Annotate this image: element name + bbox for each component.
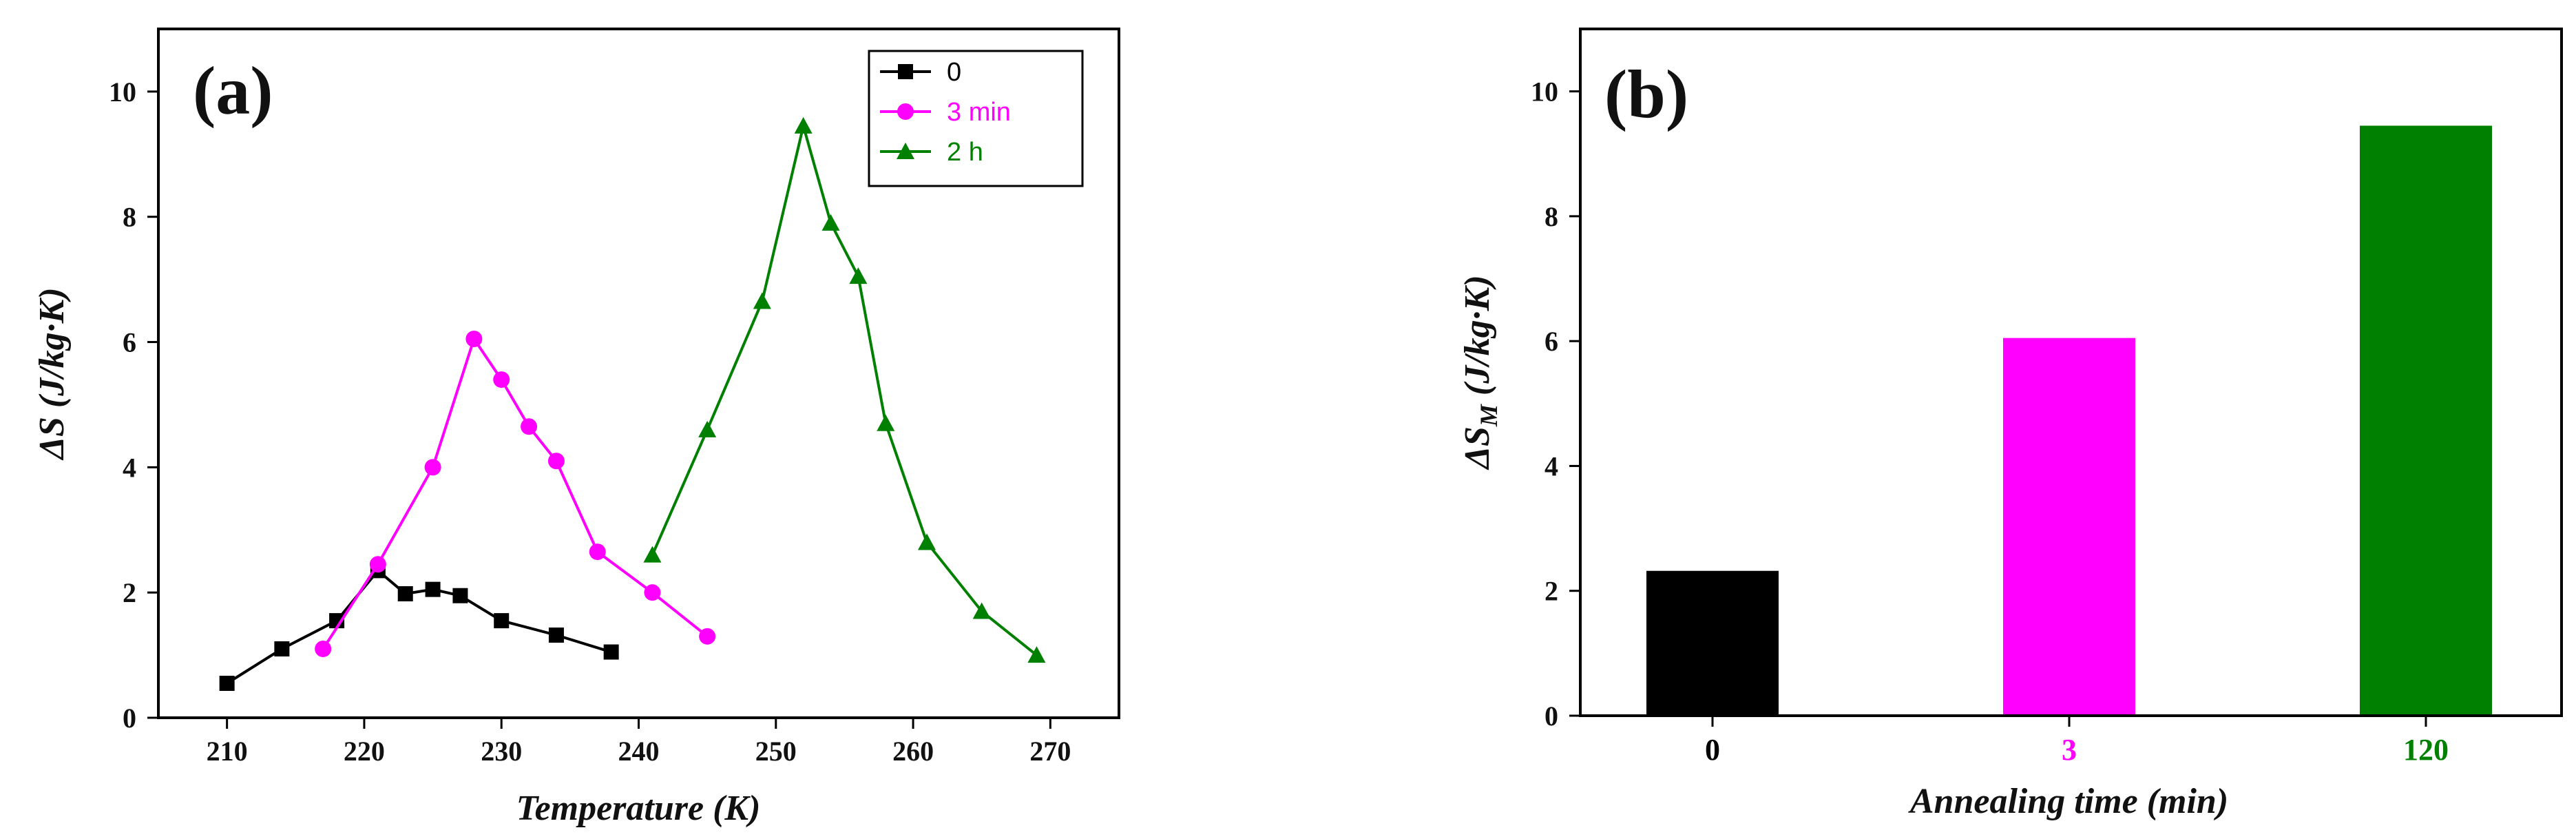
data-point (494, 613, 510, 629)
y-axis-label-b: ΔSM (J/kg·K) (1458, 275, 1502, 470)
series-2-h (643, 116, 1046, 663)
data-point (465, 331, 483, 347)
legend-label: 3 min (947, 98, 1011, 127)
plot-frame-b (1579, 28, 2563, 717)
data-point (548, 628, 564, 643)
data-point (644, 584, 661, 601)
y-tick-label: 2 (1544, 576, 1558, 607)
data-point (849, 267, 868, 284)
x-tick-label: 270 (1029, 736, 1071, 767)
y-tick-label: 8 (123, 202, 136, 233)
data-point (424, 459, 441, 476)
legend-label: 0 (947, 58, 961, 87)
data-point (643, 546, 662, 563)
legend-marker (897, 103, 914, 120)
data-point (877, 414, 895, 431)
y-tick-label: 6 (123, 327, 136, 358)
legend-marker (898, 64, 913, 79)
legend-label: 2 h (947, 138, 983, 167)
data-point (589, 543, 606, 561)
y-tick-label: 4 (123, 452, 136, 483)
category-label: 3 (2062, 733, 2077, 767)
data-point (1027, 646, 1046, 663)
bar-3 (2003, 338, 2135, 716)
category-label: 120 (2403, 733, 2449, 767)
x-axis-label-a: Temperature (K) (516, 789, 761, 828)
panel-label-b: (b) (1604, 56, 1688, 132)
x-tick-label: 220 (344, 736, 385, 767)
data-point (452, 588, 468, 603)
data-point (821, 214, 840, 231)
y-axis-label-a: ΔS (J/kg·K) (32, 287, 72, 460)
data-point (315, 641, 332, 657)
data-point (699, 628, 716, 645)
panel-label-a: (a) (193, 52, 273, 129)
x-tick-label: 260 (892, 736, 934, 767)
y-tick-label: 0 (1544, 701, 1558, 732)
data-point (521, 418, 538, 435)
data-point (794, 116, 813, 134)
x-tick-label: 240 (618, 736, 660, 767)
series-line (651, 120, 1038, 656)
data-point (369, 556, 386, 573)
series-0 (219, 563, 619, 691)
x-tick-label: 230 (481, 736, 522, 767)
y-tick-label: 10 (1531, 76, 1558, 107)
panel-b: (b) 0 2 4 6 8 10 0 3 120 Annealing time (min) ΔS… (1458, 28, 2563, 821)
series-line (322, 335, 709, 650)
y-axis-label-b-sub: M (1475, 403, 1502, 427)
y-tick-label: 4 (1544, 450, 1558, 481)
y-tick-label: 2 (123, 577, 136, 608)
data-point (547, 453, 565, 470)
y-tick-label: 6 (1544, 326, 1558, 357)
x-tick-label: 210 (207, 736, 248, 767)
series-3-min (315, 331, 716, 657)
data-point (493, 371, 510, 389)
data-point (274, 641, 290, 656)
y-tick-label: 8 (1544, 201, 1558, 232)
data-point (603, 644, 619, 660)
data-point (329, 613, 345, 629)
category-label: 0 (1705, 733, 1720, 767)
data-point (753, 292, 771, 309)
data-point (219, 676, 235, 691)
y-axis-label-b-main: ΔS (1458, 426, 1497, 470)
x-tick-label: 250 (755, 736, 797, 767)
y-tick-label: 10 (109, 76, 136, 107)
legend-marker (897, 143, 914, 159)
bar-120 (2360, 125, 2492, 716)
bar-0 (1646, 570, 1779, 716)
data-point (698, 420, 717, 437)
y-axis-label-b-rest: (J/kg·K) (1458, 275, 1497, 404)
data-point (397, 586, 413, 601)
legend-a: 0 3 min 2 h (868, 50, 1084, 187)
data-point (918, 533, 936, 550)
data-point (425, 581, 441, 597)
series-line (226, 568, 612, 685)
x-axis-label-b: Annealing time (min) (1908, 782, 2228, 821)
data-point (972, 602, 991, 619)
panel-a: (a) 210 220 230 240 250 260 270 0 2 4 6 8 10 Tempera… (32, 28, 1120, 828)
y-tick-label: 0 (123, 703, 136, 734)
